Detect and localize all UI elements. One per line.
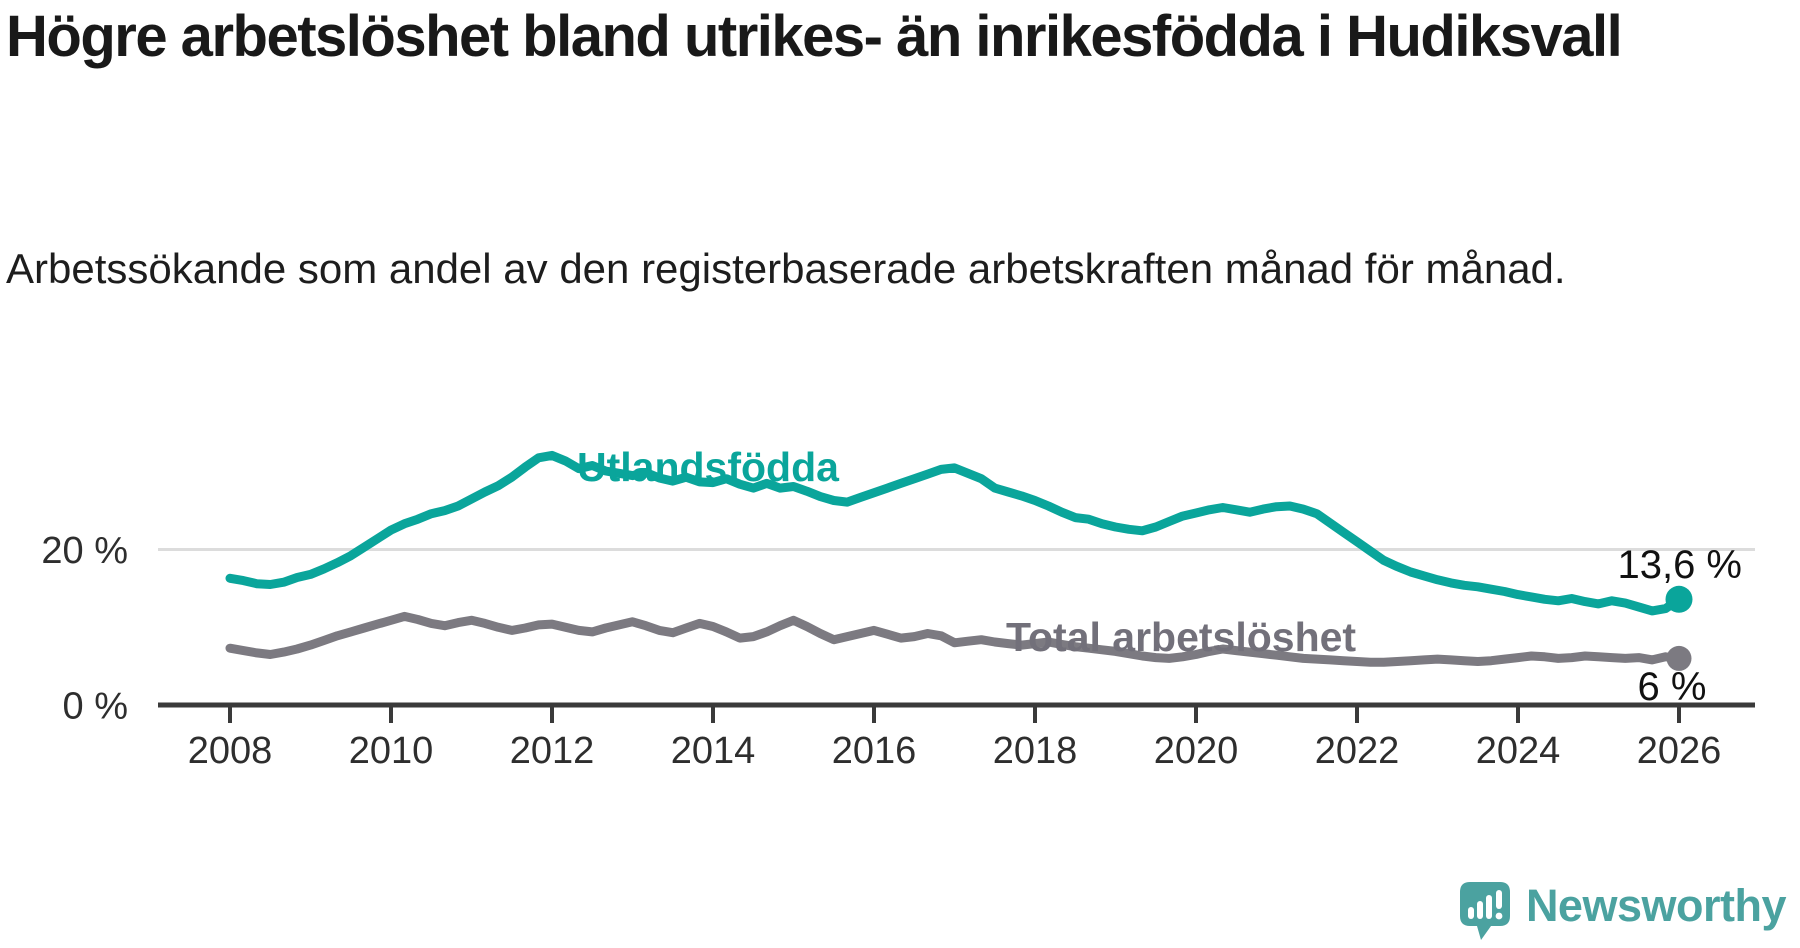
y-tick-label-0: 0 % <box>63 686 128 728</box>
x-tick-label-2018: 2018 <box>993 730 1078 772</box>
x-tick-label-2020: 2020 <box>1154 730 1239 772</box>
x-tick-label-2016: 2016 <box>832 730 917 772</box>
x-tick-label-2022: 2022 <box>1315 730 1400 772</box>
x-tick-label-2024: 2024 <box>1476 730 1561 772</box>
page-title: Högre arbetslöshet bland utrikes- än inr… <box>6 4 1623 69</box>
end-value-label-total: 6 % <box>1638 665 1707 709</box>
series-label-total: Total arbetslöshet <box>1006 614 1356 660</box>
speech-bubble-shape <box>1459 882 1510 940</box>
y-tick-label-20: 20 % <box>41 530 128 572</box>
series-dot-0 <box>1665 585 1693 613</box>
newsworthy-logo: Newsworthy <box>1459 880 1787 944</box>
series-line-1 <box>225 611 1684 667</box>
y-axis-labels: 0 % 20 % <box>41 530 128 728</box>
x-tick-label-2026: 2026 <box>1637 730 1722 772</box>
x-tick-label-2008: 2008 <box>188 730 273 772</box>
end-value-label-utlandsfodda: 13,6 % <box>1617 543 1742 587</box>
newsworthy-icon <box>1459 882 1510 940</box>
series-line-0 <box>225 450 1684 616</box>
brand-name: Newsworthy <box>1525 880 1787 931</box>
x-tick-label-2010: 2010 <box>349 730 434 772</box>
series-dot-1 <box>1666 645 1692 671</box>
x-tick-label-2012: 2012 <box>510 730 595 772</box>
x-axis-ticks: 2008 2010 2012 2014 2016 2018 2020 2022 2024 2026 <box>188 705 1722 772</box>
chart-subtitle: Arbetssökande som andel av den registerb… <box>6 245 1566 292</box>
series-label-utlandsfodda: Utlandsfödda <box>577 444 840 490</box>
x-tick-label-2014: 2014 <box>671 730 756 772</box>
